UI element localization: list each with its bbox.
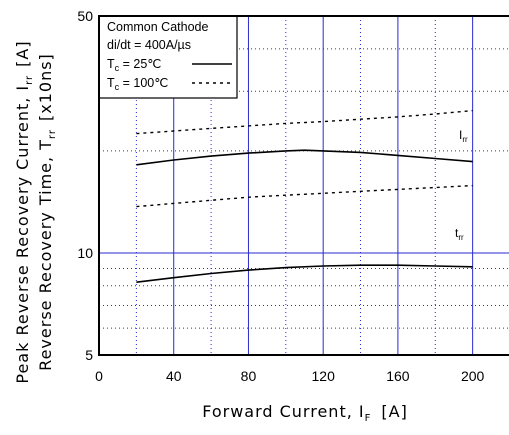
series-line-irr-25c bbox=[136, 149, 473, 166]
series-line-trr-25c bbox=[136, 264, 473, 283]
series-label-irr-prefix: I bbox=[459, 128, 462, 142]
legend-entry-25c-prefix: T bbox=[107, 57, 115, 71]
legend-entry-25c-text: = 25℃ bbox=[119, 57, 161, 71]
y-tick-label-50: 50 bbox=[77, 8, 93, 24]
y-axis-title-time: Reverse Recovery Time, Trr [x10ns] bbox=[36, 53, 58, 371]
x-tick-label-160: 160 bbox=[386, 368, 410, 384]
x-axis-title-unit: [A] bbox=[381, 402, 407, 421]
legend-entry-100c-prefix: T bbox=[107, 76, 115, 90]
y-axis-title-time-sub: rr bbox=[47, 129, 58, 139]
x-tick-label-40: 40 bbox=[166, 368, 182, 384]
series-label-trr: trr bbox=[455, 226, 464, 242]
y-axis-title-time-text: Reverse Recovery Time, T bbox=[36, 139, 55, 371]
legend-entry-25c-sub: c bbox=[115, 63, 120, 73]
y-axis-title-current-text: Peak Reverse Recovery Current, I bbox=[13, 85, 32, 384]
series-label-irr: Irr bbox=[459, 128, 468, 144]
x-axis-title: Forward Current, IF [A] bbox=[202, 402, 408, 424]
series-label-irr-sub: rr bbox=[462, 135, 468, 144]
legend-condition: di/dt = 400A/µs bbox=[107, 38, 191, 52]
y-axis-title-current: Peak Reverse Recovery Current, Irr [A] bbox=[13, 40, 35, 383]
tick-labels: 0 40 80 120 160 200 5 10 50 bbox=[77, 8, 484, 384]
y-tick-label-5: 5 bbox=[85, 347, 93, 363]
y-axis-title-current-sub: rr bbox=[24, 75, 35, 85]
x-axis-title-sub: F bbox=[365, 413, 372, 424]
series-line-trr-100c bbox=[136, 184, 473, 208]
legend: Common Cathode di/dt = 400A/µs Tc = 25℃ … bbox=[98, 15, 238, 99]
legend-entry-25c: Tc = 25℃ bbox=[107, 57, 161, 73]
legend-entry-100c-text: = 100℃ bbox=[119, 76, 168, 90]
x-axis-title-text: Forward Current, I bbox=[202, 402, 364, 421]
y-tick-label-10: 10 bbox=[77, 245, 93, 261]
x-tick-label-0: 0 bbox=[95, 368, 103, 384]
series-label-trr-prefix: t bbox=[455, 226, 459, 240]
series-lines bbox=[136, 109, 473, 283]
legend-title: Common Cathode bbox=[107, 20, 208, 34]
legend-entry-100c-sub: c bbox=[115, 82, 120, 92]
y-axis-title-current-unit: [A] bbox=[13, 40, 32, 66]
series-line-irr-100c bbox=[136, 109, 473, 135]
series-label-trr-sub: rr bbox=[458, 233, 464, 242]
x-tick-label-200: 200 bbox=[461, 368, 485, 384]
x-tick-label-80: 80 bbox=[241, 368, 257, 384]
y-axis-title-time-unit: [x10ns] bbox=[36, 53, 55, 121]
plot-frame bbox=[98, 15, 509, 356]
x-tick-label-120: 120 bbox=[312, 368, 336, 384]
legend-entry-100c: Tc = 100℃ bbox=[107, 76, 168, 92]
